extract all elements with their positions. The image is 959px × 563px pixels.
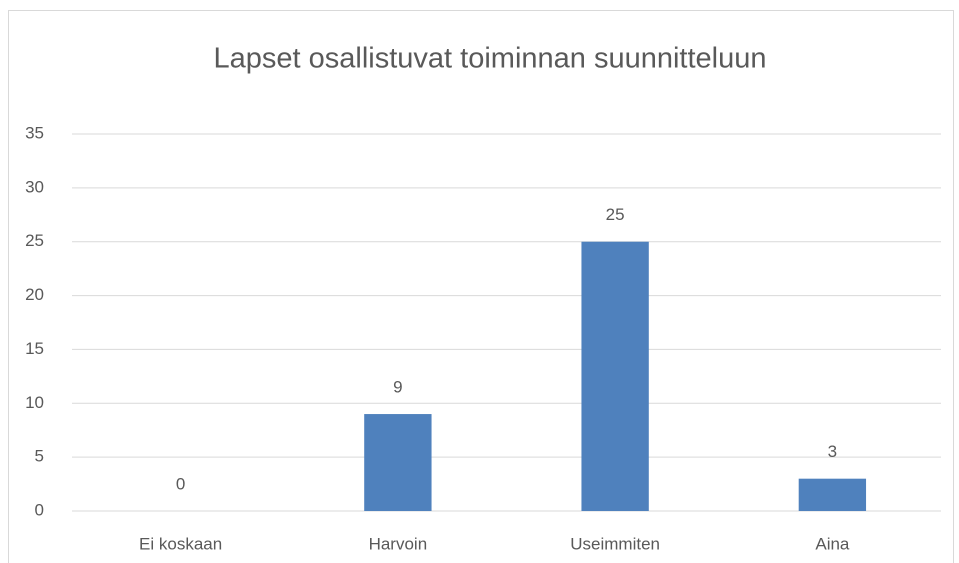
y-tick-label: 35 <box>25 123 44 142</box>
x-tick-label: Harvoin <box>369 534 428 553</box>
y-tick-label: 15 <box>25 339 44 358</box>
bar <box>581 241 649 511</box>
y-tick-label: 20 <box>25 285 44 304</box>
x-tick-label: Useimmiten <box>570 534 660 553</box>
data-label: 25 <box>606 205 625 224</box>
chart-title: Lapset osallistuvat toiminnan suunnittel… <box>214 43 767 75</box>
y-tick-label: 25 <box>25 231 44 250</box>
x-tick-label: Aina <box>815 534 850 553</box>
y-tick-label: 30 <box>25 177 44 196</box>
data-label: 0 <box>176 474 185 493</box>
y-tick-label: 10 <box>25 393 44 412</box>
bar <box>364 414 432 511</box>
chart-frame <box>8 10 954 563</box>
data-label: 9 <box>393 378 402 397</box>
x-tick-label: Ei koskaan <box>139 534 222 553</box>
y-tick-label: 0 <box>35 500 44 519</box>
bar <box>798 478 867 511</box>
data-label: 3 <box>828 442 837 461</box>
y-tick-label: 5 <box>35 447 44 466</box>
